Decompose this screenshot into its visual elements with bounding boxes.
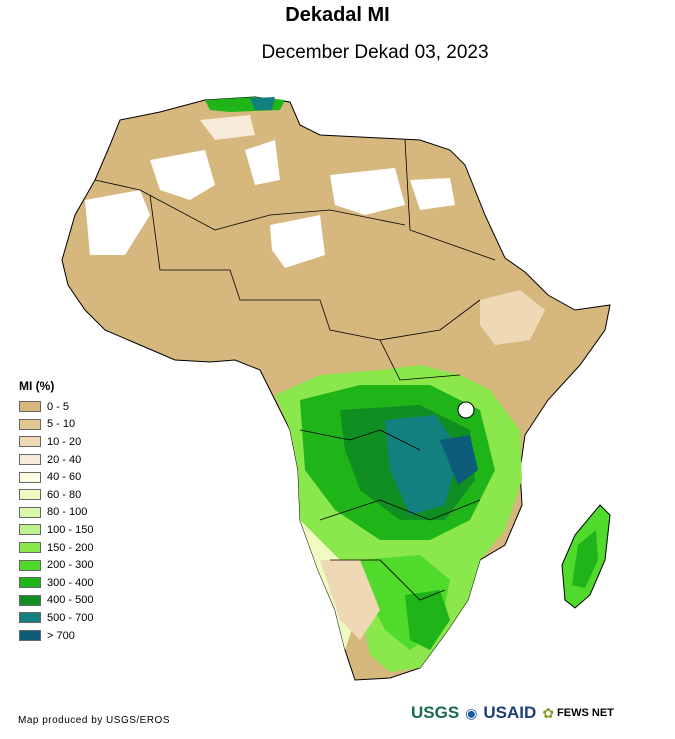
map-title: Dekadal MI <box>285 4 390 26</box>
legend-label: 500 - 700 <box>47 611 94 624</box>
legend-item: 60 - 80 <box>19 486 93 504</box>
legend-item: 40 - 60 <box>19 468 93 486</box>
legend-item: 20 - 40 <box>19 451 93 469</box>
legend-label: 0 - 5 <box>47 400 70 413</box>
legend-label: 5 - 10 <box>47 418 76 431</box>
legend-swatch <box>19 542 41 554</box>
legend-swatch <box>19 506 41 518</box>
legend-label: 150 - 200 <box>47 541 94 554</box>
legend-swatch <box>19 524 41 536</box>
legend-label: 300 - 400 <box>47 576 94 589</box>
noaa-icon: ◉ <box>465 704 478 721</box>
legend-swatch <box>19 594 41 606</box>
legend-label: 20 - 40 <box>47 453 82 466</box>
legend-swatch <box>19 471 41 483</box>
legend-label: 60 - 80 <box>47 488 82 501</box>
legend-swatch <box>19 401 41 413</box>
legend-label: > 700 <box>47 629 75 642</box>
legend-label: 200 - 300 <box>47 559 94 572</box>
legend-swatch <box>19 489 41 501</box>
usaid-logo: USAID <box>483 703 537 722</box>
sahara-no-data <box>85 190 150 255</box>
legend-swatch <box>19 418 41 430</box>
legend-item: > 700 <box>19 627 93 645</box>
legend-item: 0 - 5 <box>19 398 93 416</box>
legend-swatch <box>19 577 41 589</box>
legend-item: 300 - 400 <box>19 574 93 592</box>
legend-label: 100 - 150 <box>47 523 94 536</box>
legend-item: 400 - 500 <box>19 592 93 610</box>
legend-item: 5 - 10 <box>19 416 93 434</box>
legend: MI (%) 0 - 5 5 - 10 10 - 20 20 - 40 40 - 60 6… <box>19 379 93 644</box>
legend-item: 150 - 200 <box>19 539 93 557</box>
legend-item: 200 - 300 <box>19 556 93 574</box>
legend-label: 80 - 100 <box>47 506 88 519</box>
legend-swatch <box>19 559 41 571</box>
legend-item: 80 - 100 <box>19 504 93 522</box>
usgs-logo: USGS <box>411 703 460 722</box>
legend-label: 400 - 500 <box>47 594 94 607</box>
fews-icon: ✿ <box>542 704 555 721</box>
legend-swatch <box>19 630 41 642</box>
legend-item: 100 - 150 <box>19 521 93 539</box>
fews-logo: FEWS NET <box>557 707 614 719</box>
legend-item: 10 - 20 <box>19 433 93 451</box>
legend-title: MI (%) <box>19 379 55 393</box>
legend-label: 10 - 20 <box>47 435 82 448</box>
credit-text: Map produced by USGS/EROS <box>18 715 171 726</box>
legend-label: 40 - 60 <box>47 471 82 484</box>
legend-swatch <box>19 454 41 466</box>
legend-item: 500 - 700 <box>19 609 93 627</box>
map-subtitle: December Dekad 03, 2023 <box>261 42 489 63</box>
legend-swatch <box>19 436 41 448</box>
legend-swatch <box>19 612 41 624</box>
partner-logos: USGS ◉ USAID ✿ FEWS NET <box>411 703 614 723</box>
